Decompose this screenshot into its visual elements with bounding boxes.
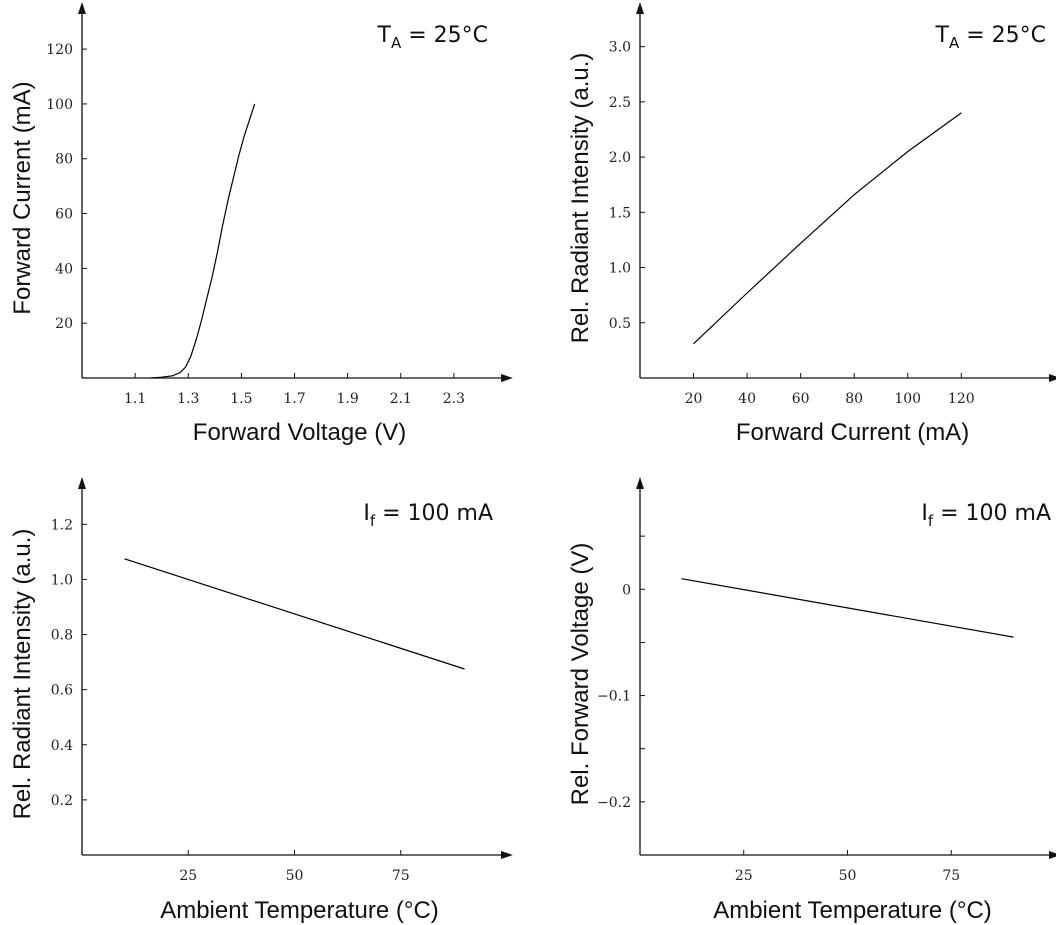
y-tick-label: 100 — [46, 97, 73, 113]
x-tick-label: 2.3 — [443, 391, 465, 407]
chart-vf-temp: 25 50 75 0 −0.1 −0.2 Ambient Temperature (°C) R… — [567, 477, 1056, 924]
y-axis-arrow-icon — [636, 2, 644, 14]
y-axis-label: Forward Current (mA) — [9, 81, 36, 314]
chart-iv: 1.1 1.3 1.5 1.7 1.9 2.1 2.3 20 40 60 80 100 120 Forwa… — [9, 2, 513, 446]
x-tick-label: 100 — [894, 391, 921, 407]
condition-annotation: If = 100 mA — [363, 501, 493, 530]
x-tick-label: 1.7 — [283, 391, 305, 407]
annotation-value: = 100 mA — [933, 501, 1051, 526]
y-tick-label: 0.4 — [51, 738, 73, 754]
y-tick-label: 80 — [55, 152, 73, 168]
x-tick-label: 25 — [179, 868, 197, 884]
annotation-subscript: f — [928, 512, 934, 530]
x-tick-label: 40 — [738, 391, 756, 407]
y-tick-label: 0.6 — [51, 683, 73, 699]
annotation-symbol: T — [935, 23, 950, 48]
series-line — [151, 103, 256, 379]
y-tick-label: −0.1 — [597, 689, 631, 705]
x-axis-label: Ambient Temperature (°C) — [713, 897, 992, 924]
y-tick-label: −0.2 — [597, 795, 631, 811]
x-tick-label: 1.1 — [124, 391, 146, 407]
x-axis-arrow-icon — [1049, 374, 1056, 382]
y-tick-label: 2.0 — [609, 150, 631, 166]
chart-ie-temp: 25 50 75 0.2 0.4 0.6 0.8 1.0 1.2 Ambient Temperat… — [9, 477, 513, 924]
x-tick-label: 1.5 — [230, 391, 252, 407]
y-tick-label: 20 — [55, 316, 73, 332]
annotation-value: = 25°C — [401, 23, 488, 48]
x-tick-label: 75 — [392, 868, 410, 884]
x-tick-label: 2.1 — [390, 391, 412, 407]
condition-annotation: TA = 25°C — [377, 23, 489, 52]
x-tick-label: 50 — [286, 868, 304, 884]
annotation-subscript: f — [370, 512, 376, 530]
annotation-subscript: A — [949, 34, 960, 52]
y-tick-label: 1.0 — [609, 261, 631, 277]
y-tick-label: 60 — [55, 207, 73, 223]
annotation-symbol: I — [921, 501, 928, 526]
annotation-subscript: A — [391, 34, 402, 52]
x-tick-label: 20 — [685, 391, 703, 407]
annotation-value: = 25°C — [959, 23, 1046, 48]
y-axis-label: Rel. Radiant Intensity (a.u.) — [567, 53, 594, 344]
x-tick-label: 50 — [839, 868, 857, 884]
condition-annotation: If = 100 mA — [921, 501, 1051, 530]
y-tick-label: 120 — [46, 42, 73, 58]
y-tick-label: 0.8 — [51, 628, 73, 644]
y-tick-label: 0.5 — [609, 316, 631, 332]
series-line — [124, 558, 465, 670]
y-tick-label: 1.2 — [51, 517, 73, 533]
x-tick-label: 25 — [735, 868, 753, 884]
y-tick-label: 2.5 — [609, 95, 631, 111]
x-axis-arrow-icon — [501, 851, 513, 859]
y-tick-label: 40 — [55, 261, 73, 277]
y-axis-arrow-icon — [78, 2, 86, 14]
y-tick-label: 1.5 — [609, 205, 631, 221]
y-tick-label: 0 — [622, 582, 631, 598]
y-axis-label: Rel. Radiant Intensity (a.u.) — [9, 529, 36, 820]
x-axis-label: Forward Current (mA) — [736, 419, 969, 446]
condition-annotation: TA = 25°C — [935, 23, 1047, 52]
x-tick-label: 60 — [792, 391, 810, 407]
x-axis-arrow-icon — [501, 374, 513, 382]
x-tick-label: 80 — [845, 391, 863, 407]
y-axis-arrow-icon — [636, 477, 644, 489]
annotation-symbol: T — [377, 23, 392, 48]
x-tick-label: 120 — [948, 391, 975, 407]
x-axis-arrow-icon — [1049, 851, 1056, 859]
annotation-value: = 100 mA — [375, 501, 493, 526]
chart-ie-if: 20 40 60 80 100 120 0.5 1.0 1.5 2.0 2.5 3.0 Forward … — [567, 2, 1056, 446]
x-axis-label: Forward Voltage (V) — [193, 419, 406, 446]
y-axis-label: Rel. Forward Voltage (V) — [567, 543, 594, 806]
y-tick-label: 1.0 — [51, 572, 73, 588]
x-axis-label: Ambient Temperature (°C) — [160, 897, 439, 924]
annotation-symbol: I — [363, 501, 370, 526]
y-axis-arrow-icon — [78, 477, 86, 489]
x-tick-label: 1.3 — [177, 391, 199, 407]
y-tick-label: 3.0 — [609, 40, 631, 56]
series-line — [681, 578, 1014, 638]
x-tick-label: 1.9 — [336, 391, 358, 407]
x-tick-label: 75 — [942, 868, 960, 884]
y-tick-label: 0.2 — [51, 793, 73, 809]
series-line — [693, 112, 962, 345]
